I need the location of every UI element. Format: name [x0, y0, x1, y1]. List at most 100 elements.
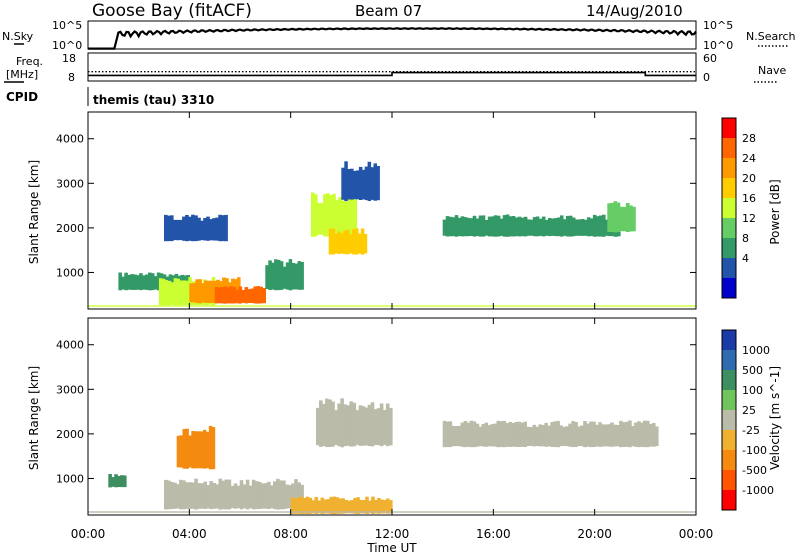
heatmap-cell: [353, 498, 357, 514]
heatmap-cell: [299, 496, 304, 514]
heatmap-cell: [328, 399, 332, 447]
heatmap-cell: [619, 420, 623, 448]
heatmap-cell: [382, 409, 387, 445]
heatmap-cell: [457, 217, 462, 237]
heatmap-cell: [625, 421, 629, 447]
heatmap-cell: [209, 481, 213, 510]
heatmap-cell: [344, 161, 348, 202]
heatmap-cell: [454, 215, 459, 237]
noise-tick-bottom-left: 10^0: [52, 39, 82, 52]
heatmap-cell: [502, 420, 507, 448]
heatmap-cell: [634, 422, 638, 447]
heatmap-cell: [170, 282, 175, 305]
cpid-value: themis (tau) 3310: [93, 93, 214, 107]
heatmap-cell: [383, 500, 387, 514]
heatmap-cell: [182, 480, 186, 510]
heatmap-cell: [167, 215, 171, 242]
heatmap-cell: [250, 288, 254, 303]
heatmap-cell: [332, 193, 336, 237]
colorbar-tick-label: 8: [742, 232, 749, 245]
heatmap-cell: [377, 498, 381, 514]
heatmap-cell: [340, 233, 344, 254]
noise-tick-top-right: 10^5: [703, 19, 733, 32]
heatmap-cell: [164, 214, 168, 242]
heatmap-cell: [559, 425, 563, 447]
nave-label: Nave: [758, 64, 786, 77]
heatmap-cell: [265, 265, 269, 289]
heatmap-cell: [379, 403, 384, 447]
heatmap-cell: [210, 280, 214, 303]
heatmap-cell: [514, 217, 519, 237]
heatmap-cell: [652, 423, 656, 447]
heatmap-cell: [472, 215, 477, 237]
heatmap-cell: [535, 426, 539, 446]
heatmap-cell: [182, 216, 186, 241]
heatmap-cell: [205, 431, 210, 469]
x-tick-label: 16:00: [476, 527, 511, 541]
heatmap-cell: [374, 499, 378, 514]
heatmap-cell: [139, 273, 143, 291]
colorbar-swatch: [722, 118, 736, 139]
heatmap-cell: [599, 215, 603, 237]
heatmap-cell: [164, 479, 168, 510]
date-title: 14/Aug/2010: [586, 2, 683, 20]
heatmap-cell: [538, 218, 543, 236]
colorbar-swatch: [722, 258, 736, 279]
heatmap-cell: [347, 195, 351, 237]
heatmap-cell: [568, 423, 572, 447]
heatmap-cell: [649, 424, 653, 447]
cpid-label: CPID: [6, 90, 38, 104]
heatmap-cell: [179, 219, 183, 241]
colorbar-tick-label: 500: [742, 364, 763, 377]
heatmap-cell: [203, 481, 207, 509]
colorbar-frame: [721, 329, 737, 511]
heatmap-cell: [197, 483, 201, 509]
heatmap-cell: [602, 214, 606, 237]
heatmap-cell: [505, 423, 510, 447]
y-tick-label: 3000: [56, 177, 84, 190]
heatmap-cell: [619, 206, 624, 232]
heatmap-cell: [631, 426, 635, 447]
nave-tick-bottom: 0: [703, 71, 710, 84]
heatmap-cell: [520, 217, 525, 237]
heatmap-cell: [274, 259, 278, 291]
heatmap-cell: [632, 206, 636, 232]
heatmap-cell: [448, 216, 453, 237]
heatmap-cell: [145, 274, 149, 290]
heatmap-cell: [206, 216, 210, 241]
heatmap-cell: [338, 498, 342, 514]
heatmap-cell: [341, 200, 345, 236]
heatmap-cell: [541, 216, 546, 237]
heatmap-cell: [343, 404, 347, 447]
heatmap-cell: [460, 422, 465, 447]
heatmap-cell: [475, 423, 480, 447]
heatmap-cell: [562, 219, 567, 236]
heatmap-cell: [493, 423, 498, 447]
colorbar-swatch: [722, 410, 736, 431]
heatmap-cell: [302, 498, 307, 514]
heatmap-cell: [442, 219, 447, 236]
heatmap-cell: [200, 483, 204, 509]
power-y-axis-label: Slant Range [km]: [27, 160, 41, 264]
y-tick-label: 4000: [56, 133, 84, 146]
heatmap-cell: [211, 427, 216, 470]
heatmap-cell: [268, 260, 272, 290]
power-colorbar: 28 24 20 16 12 8 4: [721, 117, 756, 299]
colorbar-tick-label: 25: [742, 404, 756, 417]
heatmap-cell: [217, 287, 222, 304]
heatmap-cell: [622, 206, 627, 232]
heatmap-cell: [344, 500, 348, 514]
heatmap-cell: [481, 215, 486, 237]
heatmap-cell: [188, 435, 192, 468]
heatmap-cell: [583, 421, 587, 448]
heatmap-cell: [517, 421, 521, 447]
colorbar-swatch: [722, 430, 736, 451]
heatmap-cell: [208, 425, 213, 470]
colorbar-swatch: [722, 218, 736, 239]
heatmap-cell: [194, 431, 198, 469]
heatmap-cell: [192, 283, 196, 303]
heatmap-cell: [361, 406, 366, 446]
heatmap-cell: [185, 428, 189, 469]
heatmap-cell: [236, 485, 241, 509]
heatmap-cell: [613, 201, 618, 233]
